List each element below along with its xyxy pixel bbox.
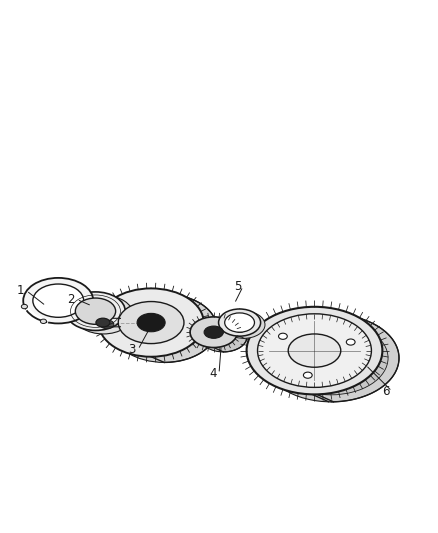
- Ellipse shape: [304, 372, 312, 378]
- Ellipse shape: [100, 320, 114, 329]
- Ellipse shape: [279, 333, 287, 340]
- Ellipse shape: [258, 314, 371, 387]
- Ellipse shape: [74, 295, 133, 334]
- Ellipse shape: [225, 313, 254, 332]
- Text: 4: 4: [209, 367, 217, 381]
- Text: 1: 1: [17, 284, 25, 297]
- Ellipse shape: [75, 298, 116, 324]
- Ellipse shape: [33, 284, 84, 317]
- Ellipse shape: [223, 311, 265, 338]
- Ellipse shape: [99, 288, 204, 357]
- Ellipse shape: [137, 313, 165, 332]
- Ellipse shape: [274, 321, 388, 395]
- Ellipse shape: [288, 334, 341, 367]
- Ellipse shape: [96, 318, 110, 327]
- Ellipse shape: [23, 278, 93, 324]
- Ellipse shape: [66, 292, 125, 330]
- Ellipse shape: [263, 314, 399, 402]
- Ellipse shape: [219, 309, 261, 336]
- Ellipse shape: [247, 307, 382, 394]
- Ellipse shape: [21, 304, 28, 309]
- Text: 5: 5: [234, 280, 241, 293]
- Text: 6: 6: [382, 385, 390, 398]
- Ellipse shape: [204, 326, 223, 338]
- Ellipse shape: [346, 339, 355, 345]
- Ellipse shape: [112, 294, 217, 362]
- Text: 2: 2: [67, 293, 75, 306]
- Ellipse shape: [200, 321, 247, 352]
- Ellipse shape: [40, 319, 46, 324]
- Ellipse shape: [118, 302, 184, 344]
- Text: 3: 3: [129, 343, 136, 356]
- Ellipse shape: [190, 317, 237, 348]
